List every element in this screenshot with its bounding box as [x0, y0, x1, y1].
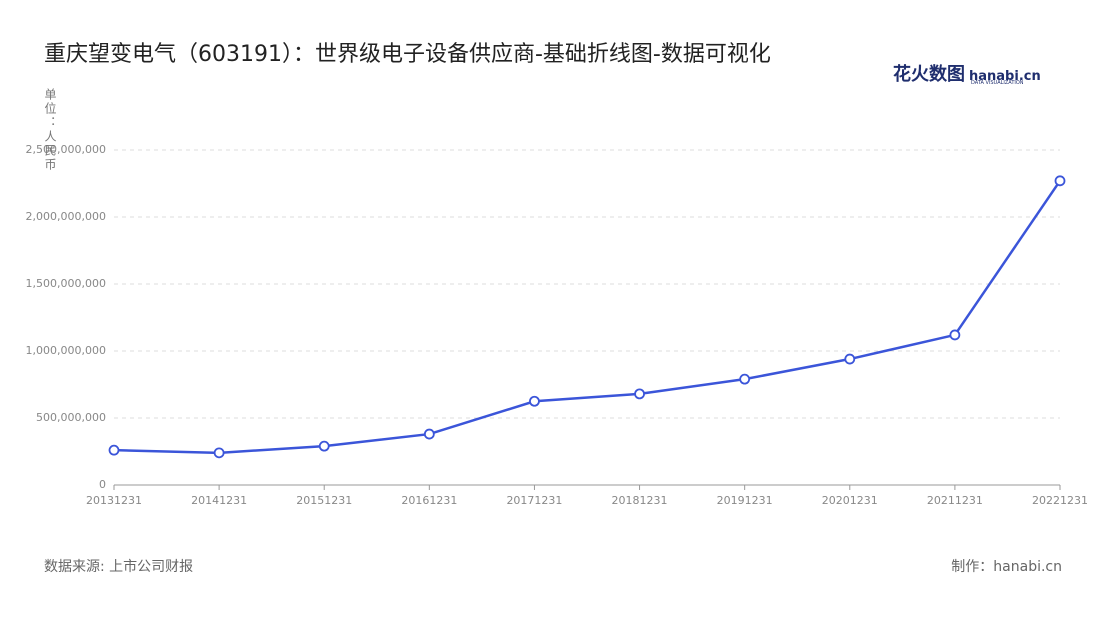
- logo-sub: hanabi.cn: [969, 69, 1041, 84]
- x-tick-label: 20131231: [86, 494, 142, 507]
- line: [113, 180, 1062, 455]
- y-tick-label: 1,000,000,000: [26, 344, 106, 357]
- x-tick-label: 20151231: [296, 494, 352, 507]
- source: 数据来源: 上市公司财报: [44, 559, 194, 575]
- x-tick-label: 20201231: [822, 494, 878, 507]
- credit: 制作：hanabi.cn: [951, 559, 1062, 575]
- y-tick-label: 2,500,000,000: [26, 143, 106, 156]
- y-tick-label: 500,000,000: [36, 411, 106, 424]
- point: [318, 440, 330, 452]
- y-axis-label: 单位：人民币: [43, 88, 57, 172]
- y-tick-label: 1,500,000,000: [26, 277, 106, 290]
- y-tick-label: 2,000,000,000: [26, 210, 106, 223]
- point: [1054, 175, 1066, 187]
- x-tick-label: 20181231: [612, 494, 668, 507]
- x-tick-label: 20161231: [401, 494, 457, 507]
- x-tick-label: 20191231: [717, 494, 773, 507]
- point: [949, 329, 961, 341]
- point: [529, 395, 540, 407]
- point: [423, 428, 435, 440]
- point: [739, 373, 751, 385]
- point: [634, 388, 645, 400]
- x-tick-label: 20221231: [1032, 494, 1088, 507]
- point: [213, 447, 225, 459]
- point: [108, 444, 120, 456]
- x-tick-label: 20171231: [506, 494, 562, 507]
- chart-title: 重庆望变电气（603191）：世界级电子设备供应商-基础折线图-数据可视化: [44, 42, 771, 67]
- point: [844, 353, 856, 365]
- y-tick-label: 0: [99, 478, 106, 491]
- x-tick-label: 20141231: [191, 494, 247, 507]
- logo-tagline: DATA VISUALIZATION: [971, 80, 1024, 86]
- logo: 花火数图 hanabi.cn DATA VISUALIZATION: [893, 60, 1041, 86]
- logo-text: 花火数图: [893, 64, 965, 85]
- x-tick-label: 20211231: [927, 494, 983, 507]
